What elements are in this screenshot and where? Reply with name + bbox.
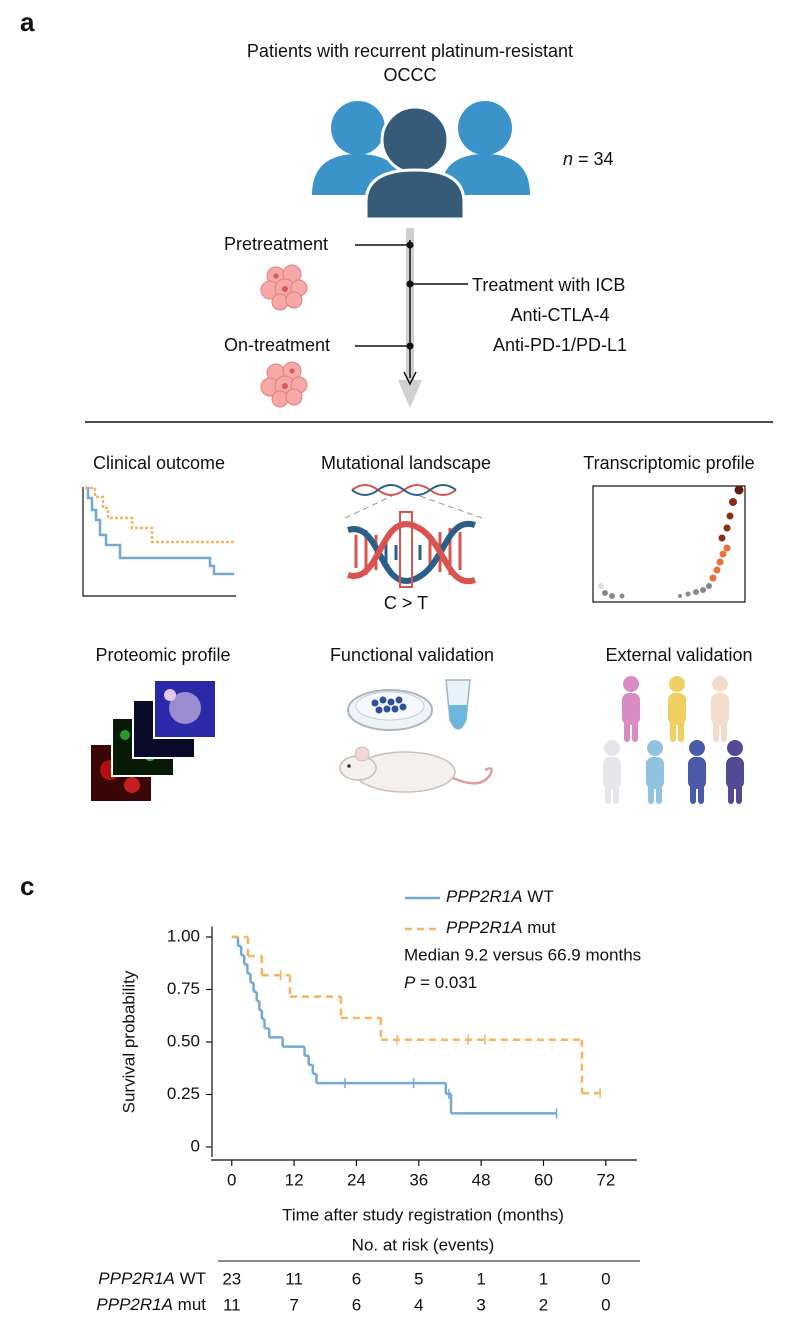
- x-tick-label: 48: [472, 1170, 491, 1189]
- module-label: Functional validation: [330, 645, 494, 665]
- y-axis-title: Survival probability: [119, 970, 138, 1113]
- x-tick-label: 60: [534, 1170, 553, 1189]
- risk-count: 0: [601, 1269, 610, 1288]
- module-label: Transcriptomic profile: [583, 453, 754, 473]
- risk-row-label: PPP2R1A WT: [98, 1269, 206, 1288]
- module-label: Clinical outcome: [93, 453, 225, 473]
- timepoint-label: Pretreatment: [224, 234, 328, 254]
- treatment-label: Anti-CTLA-4: [510, 305, 609, 325]
- risk-count: 6: [352, 1295, 361, 1314]
- title-line: Patients with recurrent platinum-resista…: [247, 41, 573, 61]
- mini-survival-icon: [82, 486, 236, 597]
- y-tick-label: 0.75: [167, 979, 200, 998]
- annotation: P = 0.031: [404, 973, 477, 992]
- risk-count: 2: [539, 1295, 548, 1314]
- treatment-label: Anti-PD-1/PD-L1: [493, 335, 627, 355]
- risk-count: 1: [539, 1269, 548, 1288]
- dna-icon: [344, 484, 483, 588]
- proteomic-icon: [89, 679, 217, 803]
- risk-table-title: No. at risk (events): [352, 1235, 495, 1254]
- risk-count: 1: [476, 1269, 485, 1288]
- risk-count: 0: [601, 1295, 610, 1314]
- x-tick-label: 36: [409, 1170, 428, 1189]
- risk-count: 11: [223, 1295, 241, 1314]
- risk-count: 23: [222, 1269, 241, 1288]
- panel-label: a: [20, 7, 35, 37]
- x-tick-label: 24: [347, 1170, 366, 1189]
- functional-icon: [339, 679, 493, 793]
- module-label: Mutational landscape: [321, 453, 491, 473]
- risk-count: 3: [476, 1295, 485, 1314]
- tumor-cells-icon: [260, 264, 308, 311]
- y-tick-label: 0.25: [167, 1084, 200, 1103]
- legend-label: PPP2R1A mut: [446, 918, 556, 937]
- transcriptomic-icon: [592, 485, 746, 603]
- risk-count: 7: [289, 1295, 298, 1314]
- x-tick-label: 0: [227, 1170, 236, 1189]
- timepoint-label: On-treatment: [224, 335, 330, 355]
- mutation-label: C > T: [384, 593, 428, 613]
- y-tick-label: 0.50: [167, 1031, 200, 1050]
- x-axis-title: Time after study registration (months): [282, 1205, 564, 1224]
- annotation: Median 9.2 versus 66.9 months: [404, 945, 641, 964]
- panel-label: c: [20, 871, 34, 901]
- risk-count: 11: [285, 1269, 303, 1288]
- tumor-cells-icon: [260, 361, 308, 408]
- timeline: [355, 228, 468, 408]
- risk-count: 4: [414, 1295, 423, 1314]
- module-label: Proteomic profile: [95, 645, 230, 665]
- module-label: External validation: [605, 645, 752, 665]
- cohort-size: n = 34: [563, 149, 614, 169]
- x-tick-label: 12: [285, 1170, 304, 1189]
- treatment-label: Treatment with ICB: [472, 275, 625, 295]
- patients-icon: [312, 101, 530, 221]
- legend-label: PPP2R1A WT: [446, 887, 554, 906]
- risk-count: 5: [414, 1269, 423, 1288]
- y-tick-label: 0: [191, 1136, 200, 1155]
- risk-count: 6: [352, 1269, 361, 1288]
- title-line: OCCC: [384, 65, 437, 85]
- y-tick-label: 1.00: [167, 926, 200, 945]
- x-tick-label: 72: [596, 1170, 615, 1189]
- external-cohort-icon: [603, 676, 744, 804]
- risk-row-label: PPP2R1A mut: [96, 1295, 206, 1314]
